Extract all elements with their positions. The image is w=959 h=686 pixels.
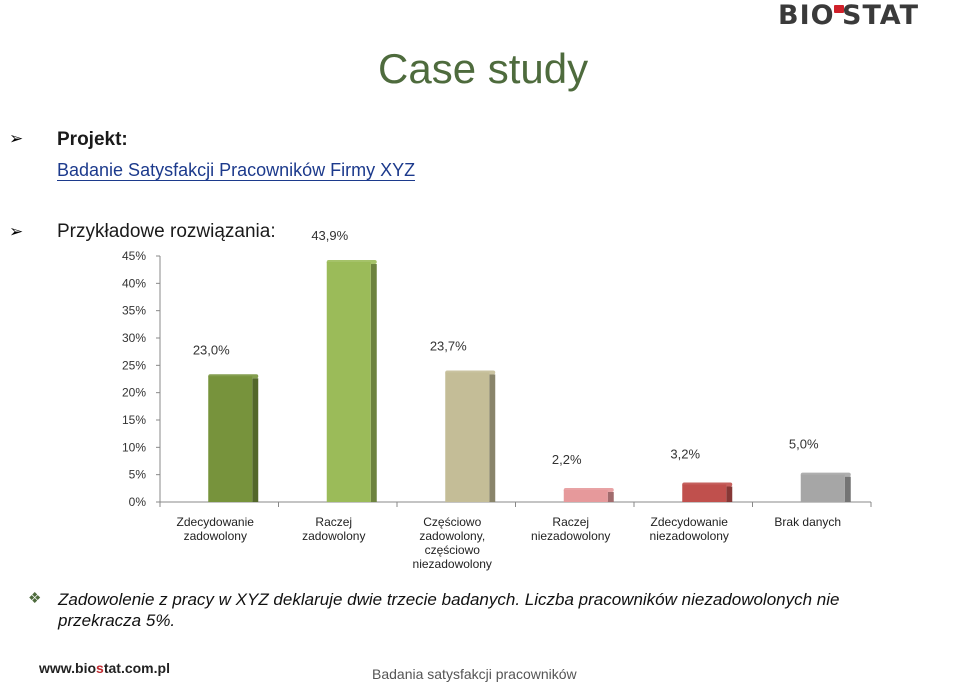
examples-label: Przykładowe rozwiązania: (57, 221, 276, 242)
category-label: częściowo (425, 543, 481, 557)
y-tick-label: 35% (122, 304, 146, 318)
logo-text-bio: BIO (778, 0, 835, 31)
y-tick-label: 5% (129, 468, 147, 482)
bar (326, 262, 371, 502)
arrow-bullet-icon: ➢ (9, 222, 24, 241)
category-label: Zdecydowanie (651, 515, 729, 529)
y-tick-label: 10% (122, 440, 146, 454)
bar-side (370, 264, 377, 502)
project-name: Badanie Satysfakcji Pracowników Firmy XY… (57, 160, 416, 181)
project-label: Projekt: (57, 129, 128, 150)
y-tick-label: 15% (122, 413, 146, 427)
data-label: 23,0% (193, 342, 230, 357)
category-label: niezadowolony (650, 529, 729, 543)
y-tick-label: 40% (122, 276, 146, 290)
category-label: Brak danych (774, 515, 841, 529)
data-label: 3,2% (670, 447, 700, 462)
bar-side (726, 486, 733, 502)
bar (563, 489, 608, 502)
y-tick-label: 25% (122, 358, 146, 372)
biostat-logo: BIO STAT (778, 0, 938, 32)
data-label: 5,0% (789, 437, 819, 452)
category-label: zadowolony (302, 529, 365, 543)
bar (445, 372, 490, 502)
conclusion-text: Zadowolenie z pracy w XYZ deklaruje dwie… (58, 590, 840, 630)
data-label: 2,2% (552, 452, 582, 467)
bar-side (607, 491, 614, 502)
y-tick-label: 20% (122, 386, 146, 400)
category-label: Częściowo (423, 515, 481, 529)
category-label: zadowolony (184, 529, 247, 543)
project-name-text: Badanie Satysfakcji Pracowników Firmy XY… (57, 160, 416, 181)
y-tick-label: 0% (129, 495, 147, 509)
category-label: niezadowolony (413, 557, 492, 571)
category-label: Zdecydowanie (177, 515, 255, 529)
slide-title: Case study (378, 45, 589, 92)
bar-side (844, 476, 851, 502)
logo-red-mark (834, 5, 844, 13)
bar (682, 484, 727, 502)
bar (208, 376, 253, 502)
data-label: 23,7% (430, 338, 467, 353)
bar-side (252, 378, 259, 502)
footer-url-part2: s (96, 660, 104, 676)
footer-url: www.biostat.com.pl (39, 660, 170, 676)
bar (800, 474, 845, 502)
diamond-bullet-icon: ❖ (28, 590, 42, 607)
arrow-bullet-icon: ➢ (9, 129, 24, 148)
bar-side (489, 374, 496, 502)
logo-text-stat: STAT (842, 0, 919, 31)
y-tick-label: 45% (122, 249, 146, 263)
category-label: niezadowolony (531, 529, 610, 543)
category-label: zadowolony, (419, 529, 485, 543)
footer-url-part3: tat.com.pl (103, 660, 170, 676)
y-tick-label: 30% (122, 331, 146, 345)
data-label: 43,9% (311, 228, 348, 243)
footer-url-part1: www.bio (39, 660, 97, 676)
footer-caption: Badania satysfakcji pracowników (372, 666, 577, 682)
category-label: Raczej (315, 515, 352, 529)
category-label: Raczej (552, 515, 589, 529)
